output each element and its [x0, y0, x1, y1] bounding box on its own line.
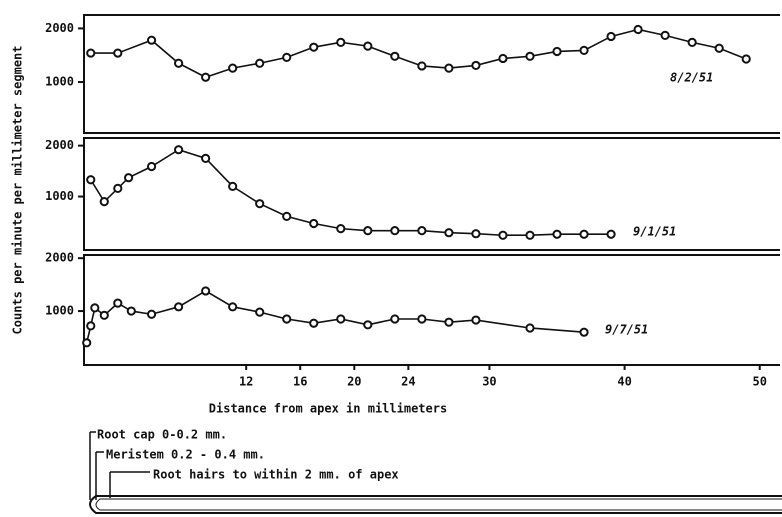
data-point — [309, 42, 319, 52]
data-point — [390, 226, 400, 236]
x-tick-label: 16 — [293, 375, 307, 389]
data-point — [390, 51, 400, 61]
data-point — [444, 63, 454, 73]
data-point — [552, 229, 562, 239]
data-point — [579, 229, 589, 239]
data-point — [309, 318, 319, 328]
data-point — [552, 46, 562, 57]
data-point — [417, 314, 427, 324]
data-point — [336, 224, 346, 234]
data-point — [113, 183, 123, 193]
data-point — [201, 72, 211, 82]
data-point — [86, 48, 96, 58]
x-tick-label: 30 — [482, 375, 496, 389]
x-tick-label: 50 — [753, 375, 767, 389]
y-tick-label: 2000 — [45, 138, 74, 152]
data-point — [498, 53, 508, 64]
data-point — [633, 24, 643, 35]
data-point — [660, 30, 670, 40]
x-tick-label: 40 — [617, 375, 631, 389]
y-tick-label: 2000 — [45, 21, 74, 35]
data-point — [255, 307, 265, 317]
data-point — [86, 175, 96, 185]
data-point — [363, 320, 373, 330]
series-line — [90, 148, 612, 237]
y-tick-label: 1000 — [45, 189, 74, 203]
data-point — [228, 181, 238, 191]
x-tick-label: 20 — [347, 375, 361, 389]
data-point — [282, 314, 292, 324]
data-point — [390, 314, 400, 324]
data-point — [146, 35, 157, 45]
root-diagram: Root cap 0-0.2 mm. Meristem 0.2 - 0.4 mm… — [89, 428, 782, 514]
panel-frame — [83, 14, 780, 134]
data-point — [99, 197, 109, 207]
data-point — [525, 323, 535, 333]
data-point — [741, 54, 751, 64]
data-point — [606, 229, 616, 239]
data-point — [82, 338, 92, 348]
x-axis-label: Distance from apex in millimeters — [209, 402, 447, 416]
data-point — [579, 327, 589, 337]
data-point — [579, 45, 589, 56]
panel-frame — [83, 137, 780, 251]
data-point — [174, 58, 184, 68]
root-label: Root cap 0-0.2 mm. — [97, 428, 227, 442]
data-point — [146, 309, 157, 319]
data-point — [498, 230, 508, 240]
data-point — [146, 161, 157, 172]
data-point — [113, 48, 123, 58]
data-point — [444, 228, 454, 238]
y-tick-label: 1000 — [45, 304, 74, 318]
series-label: 9/7/51 — [605, 323, 648, 337]
data-point — [606, 31, 616, 42]
data-point — [471, 315, 481, 325]
data-point — [201, 153, 211, 163]
data-point — [525, 51, 535, 61]
data-point — [417, 61, 427, 71]
y-axis-label: Counts per minute per millimeter segment — [11, 46, 25, 335]
data-point — [282, 211, 292, 221]
y-tick-label: 1000 — [45, 75, 74, 89]
series-line — [85, 290, 585, 343]
data-point — [228, 63, 238, 73]
data-point — [714, 43, 724, 53]
data-point — [113, 298, 123, 308]
data-point — [471, 60, 481, 71]
data-point — [363, 226, 373, 236]
data-point — [123, 173, 134, 183]
x-tick-label: 12 — [239, 375, 253, 389]
series-label: 9/1/51 — [633, 225, 676, 239]
data-point — [525, 230, 535, 240]
data-point — [255, 199, 265, 209]
data-point — [126, 306, 136, 316]
data-point — [228, 302, 238, 312]
data-point — [687, 37, 697, 47]
data-point — [201, 286, 211, 296]
y-tick-label: 2000 — [45, 251, 74, 265]
data-point — [174, 302, 184, 312]
x-tick-label: 24 — [401, 375, 415, 389]
data-point — [444, 317, 454, 327]
data-point — [255, 58, 265, 68]
data-point — [174, 145, 184, 155]
data-point — [90, 303, 100, 313]
data-point — [336, 37, 346, 47]
panel-frame — [83, 254, 780, 366]
data-point — [417, 226, 427, 236]
data-point — [282, 52, 292, 62]
root-label: Meristem 0.2 - 0.4 mm. — [106, 448, 265, 462]
series-label: 8/2/51 — [670, 71, 713, 85]
data-point — [363, 41, 373, 51]
data-point — [336, 314, 346, 324]
data-point — [99, 310, 109, 320]
series-line — [90, 28, 747, 79]
data-point — [309, 218, 319, 229]
data-point — [86, 321, 96, 331]
root-label: Root hairs to within 2 mm. of apex — [153, 468, 399, 482]
data-point — [471, 229, 481, 239]
